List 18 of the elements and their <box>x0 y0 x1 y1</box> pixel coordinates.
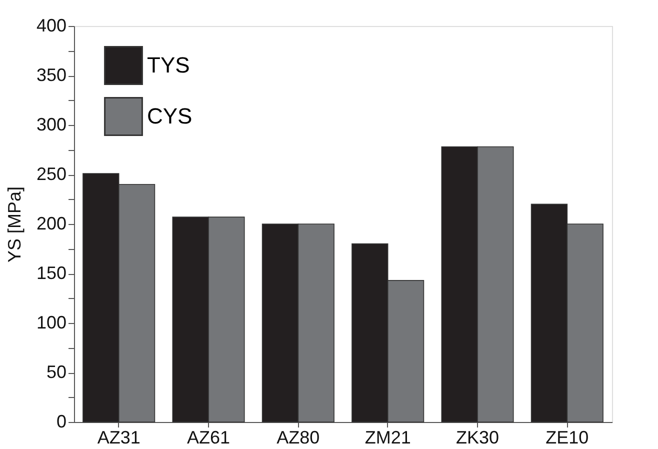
y-tick-label: 400 <box>36 16 66 36</box>
x-tick-label: AZ61 <box>186 428 230 448</box>
x-tick-label: AZ80 <box>276 428 320 448</box>
y-tick-label: 150 <box>36 263 66 283</box>
y-axis-title: YS [MPa] <box>4 186 24 263</box>
y-tick-label: 350 <box>36 65 66 85</box>
x-tick-label: ZK30 <box>456 428 500 448</box>
y-tick-label: 100 <box>36 312 66 332</box>
y-tick-label: 0 <box>56 412 66 432</box>
legend-label: CYS <box>147 104 192 128</box>
y-tick-label: 250 <box>36 164 66 184</box>
x-tick-label: AZ31 <box>97 428 140 448</box>
legend-label: TYS <box>147 52 190 78</box>
y-tick-label: 300 <box>36 114 66 134</box>
x-tick-label: ZM21 <box>364 428 411 448</box>
y-tick-label: 200 <box>36 214 66 234</box>
x-tick-label: ZE10 <box>546 428 589 448</box>
y-tick-label: 50 <box>46 362 66 382</box>
